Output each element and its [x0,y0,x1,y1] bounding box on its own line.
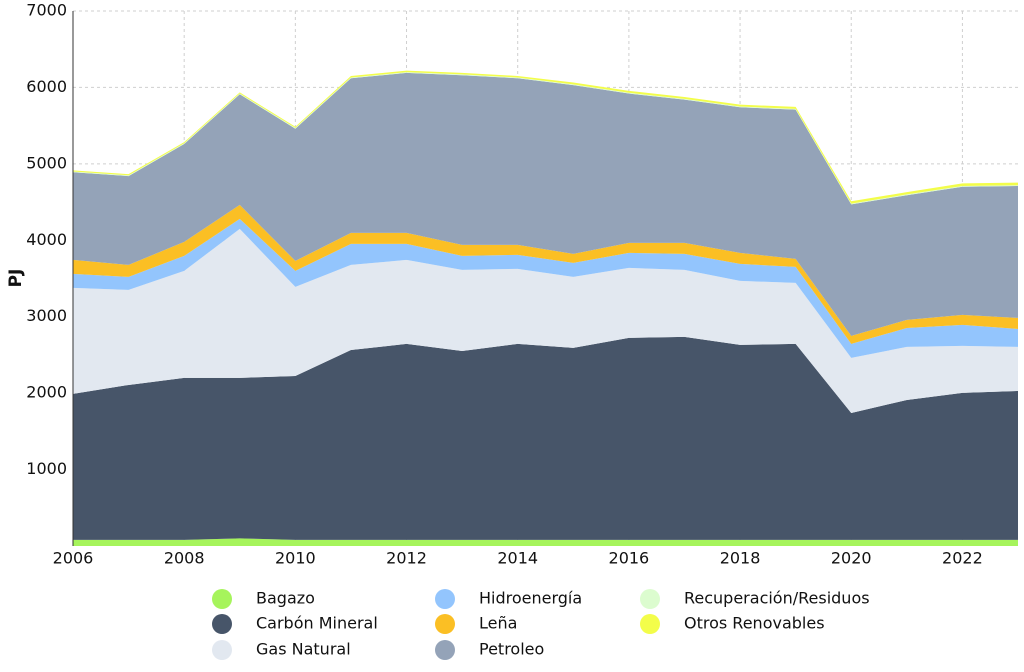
y-axis-label: PJ [6,269,26,288]
legend-label: Bagazo [256,589,315,608]
x-tick-label: 2020 [831,549,872,568]
x-tick-label: 2022 [942,549,983,568]
x-tick-label: 2008 [164,549,205,568]
legend-marker [212,614,232,634]
x-tick-label: 2006 [53,549,94,568]
legend-label: Otros Renovables [684,614,825,633]
legend-marker [435,589,455,609]
area [73,72,1018,336]
legend-label: Gas Natural [256,640,351,659]
legend-marker [640,614,660,634]
x-tick-label: 2010 [275,549,316,568]
legend-label: Leña [479,614,517,633]
legend-label: Recuperación/Residuos [684,589,870,608]
y-tick-label: 6000 [26,77,67,96]
legend-label: Carbón Mineral [256,614,378,633]
area [73,70,1018,204]
y-tick-label: 3000 [26,306,67,325]
legend-label: Petroleo [479,640,544,659]
y-tick-label: 7000 [26,1,67,20]
x-tick-label: 2012 [386,549,427,568]
legend-marker [640,589,660,609]
area [73,336,1018,540]
x-tick-label: 2018 [720,549,761,568]
y-tick-label: 2000 [26,383,67,402]
areas [73,70,1018,546]
x-tick-label: 2014 [497,549,538,568]
area [73,228,1018,413]
legend-marker [435,614,455,634]
legend-marker [435,640,455,660]
y-tick-label: 1000 [26,459,67,478]
legend-label: Hidroenergía [479,589,582,608]
area [73,538,1018,546]
x-tick-label: 2016 [609,549,650,568]
legend-marker [212,589,232,609]
area [73,218,1018,358]
legend-marker [212,640,232,660]
y-tick-label: 5000 [26,153,67,172]
y-tick-label: 4000 [26,230,67,249]
